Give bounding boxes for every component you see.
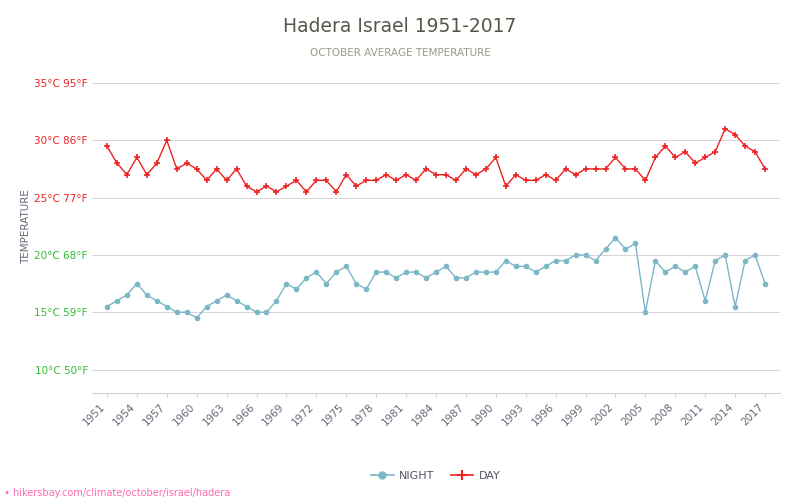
Y-axis label: TEMPERATURE: TEMPERATURE <box>22 189 31 264</box>
Text: OCTOBER AVERAGE TEMPERATURE: OCTOBER AVERAGE TEMPERATURE <box>310 48 490 58</box>
Text: Hadera Israel 1951-2017: Hadera Israel 1951-2017 <box>283 18 517 36</box>
Text: • hikersbay.com/climate/october/israel/hadera: • hikersbay.com/climate/october/israel/h… <box>4 488 230 498</box>
Legend: NIGHT, DAY: NIGHT, DAY <box>367 466 505 485</box>
